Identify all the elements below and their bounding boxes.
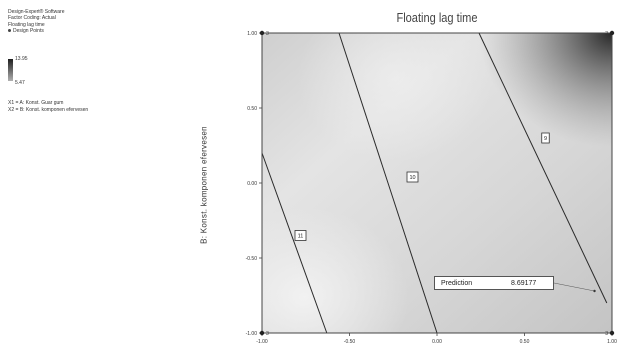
color-scale-bar	[8, 59, 13, 81]
y-tick-label: -1.00	[246, 331, 258, 337]
axes: -1.00 -0.50 0.00 0.50 1.00 1.00 0.50 0.00 -0.50 -…	[246, 31, 617, 345]
side-panel: Design-Expert® Software Factor Coding: A…	[8, 9, 128, 35]
design-point	[259, 30, 265, 36]
y-tick-label: -0.50	[246, 256, 258, 262]
contour-lines: 11 10 9	[261, 32, 608, 334]
design-point-count: 3	[266, 31, 269, 37]
chart-title: Floating lag time	[396, 10, 478, 25]
factor-coding: Factor Coding: Actual	[8, 15, 56, 22]
contour-label: 10	[409, 175, 415, 181]
legend-min-value: 5.47	[15, 80, 25, 86]
contour-line	[478, 32, 608, 304]
x-tick-label: 0.00	[432, 339, 442, 345]
design-points-legend: Design Points	[8, 28, 128, 34]
x-tick-label: 0.50	[520, 339, 530, 345]
design-point-count: 3	[605, 331, 608, 337]
design-point-count: 3	[605, 31, 608, 37]
contour-line	[261, 152, 328, 334]
contour-label: 9	[544, 136, 547, 142]
contour-line	[338, 32, 438, 334]
software-name: Design-Expert® Software	[8, 9, 65, 15]
response-name: Floating lag time	[8, 21, 45, 28]
x-tick-label: 1.00	[607, 339, 617, 345]
design-point-count: 3	[266, 331, 269, 337]
factor-x1: X1 = A: Konst. Guar gum	[8, 100, 64, 106]
contour-label-box	[541, 132, 550, 144]
x-tick-label: -1.00	[256, 339, 268, 345]
prediction-leader	[553, 282, 595, 292]
contour-label: 11	[298, 234, 304, 240]
legend-max-value: 13.95	[15, 56, 28, 62]
prediction-box: Prediction 8.69177	[434, 276, 554, 290]
design-points-label: Design Points	[13, 28, 44, 35]
design-point	[609, 30, 615, 36]
prediction-label: Prediction	[441, 280, 473, 287]
y-tick-label: 0.50	[247, 106, 257, 112]
y-tick-label: 1.00	[247, 31, 257, 37]
design-point	[259, 330, 265, 336]
contour-label-box	[406, 171, 419, 183]
contour-label-box	[294, 230, 307, 241]
design-point-icon	[8, 29, 11, 33]
design-points: 3 3 3 3	[259, 30, 615, 337]
factor-x2: X2 = B: Konst. komponen efervesen	[8, 107, 89, 113]
y-tick-label: 0.00	[247, 181, 257, 187]
prediction-value: 8.69177	[511, 280, 537, 287]
design-point	[609, 330, 615, 336]
x-tick-label: -0.50	[344, 339, 356, 345]
factor-list: X1 = A: Konst. Guar gum X2 = B: Konst. k…	[8, 100, 88, 114]
